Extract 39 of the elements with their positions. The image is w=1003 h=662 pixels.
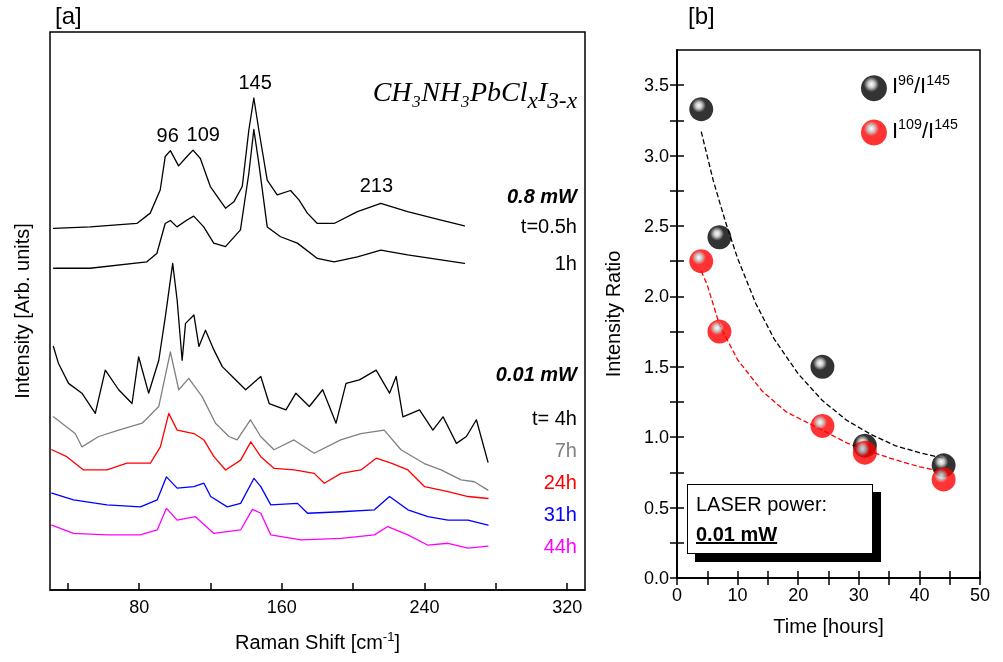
y-axis-title: Intensity [Arb. units] [11,223,33,399]
x-tick-label: 320 [552,597,583,617]
y-tick-label: 0.0 [643,568,669,588]
y-tick-label: 1.5 [643,356,669,377]
x-tick-label: 30 [848,585,869,605]
text: 24h [543,471,577,494]
x-tick-label: 20 [788,585,809,605]
text: 31h [543,503,577,526]
annotation: 0.01 mW [696,522,779,547]
x-axis-title: Time [hours] [773,615,884,637]
x-tick-label: 240 [409,597,440,617]
y-tick-label: 0.5 [643,497,669,518]
x-tick-label: 50 [969,585,991,605]
text: 44h [543,535,577,558]
y-tick-label: 1.0 [643,427,669,448]
x-tick-label: 80 [129,597,150,617]
text: 7h [554,439,577,462]
annotation: 0.01 mW [495,363,580,386]
annotation: 109 [186,123,220,146]
y-tick-label: 3.0 [643,145,669,166]
annotation: 0.8 mW [506,184,580,207]
y-tick-label: 2.5 [643,216,669,236]
text: t=0.5h [520,214,577,237]
y-tick-label: 2.0 [643,286,669,307]
annotation: LASER power: [696,492,829,517]
x-tick-label: 40 [909,585,930,605]
chart-title: [b] [688,1,715,29]
y-tick-label: 3.5 [643,75,669,96]
annotation: 213 [359,174,394,197]
text: t= 4h [531,407,577,430]
text: 1h [554,252,577,275]
chart-title: [a] [55,1,82,29]
x-tick-label: 160 [266,597,297,617]
annotation: 96 [156,123,179,146]
annotation: 145 [238,71,272,93]
x-tick-label: 10 [727,585,748,605]
y-axis-title: Intensity Ratio [602,250,624,378]
annotation: CH₃NH₃PbCl$_{x}$I$_{3-x}$ [372,76,577,114]
x-tick-label: 0 [671,585,683,605]
